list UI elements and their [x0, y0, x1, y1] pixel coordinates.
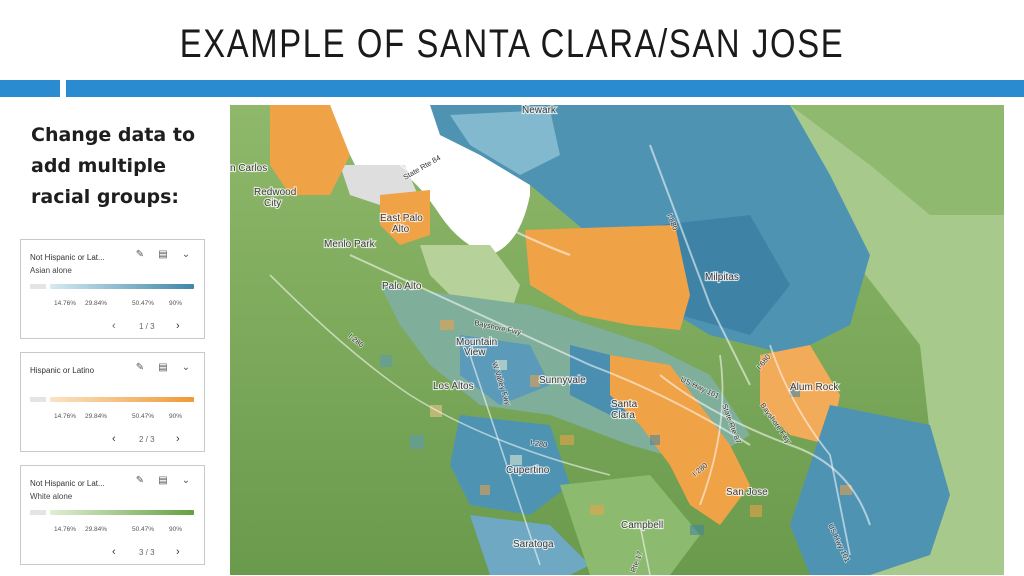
chevron-left-icon[interactable]: ‹ [112, 546, 116, 558]
region-hispanic-sanjose [610, 355, 750, 525]
ramp-gradient [50, 510, 194, 515]
legend-pager: ‹ 1 / 3 › [21, 320, 206, 334]
place-label: City [264, 198, 281, 209]
ramp-tick: 14.76% [54, 526, 77, 533]
color-ramp [30, 397, 194, 402]
region-white-baylands [420, 245, 520, 315]
chevron-right-icon[interactable]: › [176, 320, 180, 332]
place-label: Sunnyvale [539, 375, 586, 386]
pencil-icon[interactable]: ✎ [135, 475, 145, 486]
place-label: Alto [392, 224, 410, 235]
legend-card-hispanic: Hispanic or Latino ✎ ▤ ⌄ 14.76% 29.84% 5… [20, 352, 205, 452]
color-ramp [30, 510, 194, 515]
region-hispanic-central [525, 225, 690, 330]
accent-bar-right [66, 80, 1024, 97]
place-label: Palo Alto [382, 281, 422, 292]
legend-variable-label: Hispanic or Latino [30, 366, 95, 375]
legend-toolbar: ✎ ▤ ⌄ [134, 475, 192, 486]
place-label: Los Altos [433, 381, 474, 392]
ramp-tick: 50.47% [132, 526, 155, 533]
ramp-null-swatch [30, 284, 46, 289]
ramp-tick: 29.84% [85, 526, 108, 533]
chevrons-down-icon[interactable]: ⌄ [181, 475, 191, 486]
legend-pager: ‹ 2 / 3 › [21, 433, 206, 447]
place-label: Saratoga [513, 539, 554, 550]
chevron-right-icon[interactable]: › [176, 546, 180, 558]
page-indicator: 3 / 3 [139, 548, 155, 557]
slide-title: EXAMPLE OF SANTA CLARA/SAN JOSE [179, 22, 845, 66]
place-label: Newark [522, 105, 557, 116]
columns-icon[interactable]: ▤ [158, 249, 168, 260]
legend-card-asian: Not Hispanic or Lat... Asian alone ✎ ▤ ⌄… [20, 239, 205, 339]
ramp-tick: 14.76% [54, 413, 77, 420]
place-label: View [464, 347, 486, 358]
choropleth-map[interactable]: Newark n Carlos Redwood City East Palo A… [230, 105, 1004, 575]
chevron-left-icon[interactable]: ‹ [112, 320, 116, 332]
ramp-tick: 50.47% [132, 413, 155, 420]
region-hispanic-epa [380, 190, 430, 245]
place-label: Menlo Park [324, 239, 376, 250]
legend-card-white: Not Hispanic or Lat... White alone ✎ ▤ ⌄… [20, 465, 205, 565]
place-label: San Jose [726, 487, 768, 498]
ramp-tick: 50.47% [132, 300, 155, 307]
chevron-right-icon[interactable]: › [176, 433, 180, 445]
chevrons-down-icon[interactable]: ⌄ [181, 249, 191, 260]
color-ramp [30, 284, 194, 289]
terrain-ne-hills [790, 105, 1004, 215]
page-indicator: 2 / 3 [139, 435, 155, 444]
region-asian-light [450, 110, 560, 175]
place-label: Milpitas [705, 272, 739, 283]
legend-variable-label: Not Hispanic or Lat... [30, 479, 105, 488]
page-indicator: 1 / 3 [139, 322, 155, 331]
instruction-line: Change data to [31, 124, 195, 146]
place-label: n Carlos [230, 163, 267, 174]
chevron-left-icon[interactable]: ‹ [112, 433, 116, 445]
place-label: Cupertino [506, 465, 550, 476]
ramp-tick: 14.76% [54, 300, 77, 307]
legend-variable-label: Not Hispanic or Lat... [30, 253, 105, 262]
pencil-icon[interactable]: ✎ [135, 362, 145, 373]
roads [269, 144, 871, 575]
place-label: Mountain [456, 337, 497, 348]
region-hispanic-redwood [270, 105, 350, 195]
map-canvas[interactable]: Newark n Carlos Redwood City East Palo A… [230, 105, 1004, 575]
ramp-tick: 90% [169, 526, 183, 533]
columns-icon[interactable]: ▤ [158, 362, 168, 373]
region-asian-eastsj [790, 405, 950, 575]
region-white-campbell [560, 475, 700, 575]
ramp-null-swatch [30, 510, 46, 515]
ramp-null-swatch [30, 397, 46, 402]
legend-toolbar: ✎ ▤ ⌄ [134, 249, 192, 260]
region-asian-dark [660, 215, 790, 335]
legend-toolbar: ✎ ▤ ⌄ [134, 362, 192, 373]
ramp-tick: 90% [169, 300, 183, 307]
columns-icon[interactable]: ▤ [158, 475, 168, 486]
place-label: Redwood [254, 187, 296, 198]
region-asian-saratoga [470, 515, 590, 575]
ramp-tick: 90% [169, 413, 183, 420]
place-label: Alum Rock [790, 382, 839, 393]
instruction-text: Change data to add multiple racial group… [31, 120, 211, 213]
accent-bar-left [0, 80, 60, 97]
instruction-line: racial groups: [31, 186, 179, 208]
ramp-gradient [50, 284, 194, 289]
place-label: Clara [611, 410, 635, 421]
instruction-line: add multiple [31, 155, 167, 177]
place-label: Santa [611, 399, 638, 410]
chevrons-down-icon[interactable]: ⌄ [181, 362, 191, 373]
legend-variable-sublabel: Asian alone [30, 266, 72, 275]
ramp-tick: 29.84% [85, 300, 108, 307]
ramp-tick: 29.84% [85, 413, 108, 420]
pencil-icon[interactable]: ✎ [135, 249, 145, 260]
place-label: East Palo [380, 213, 423, 224]
place-label: Campbell [621, 520, 663, 531]
ramp-gradient [50, 397, 194, 402]
legend-variable-sublabel: White alone [30, 492, 73, 501]
road-label: I-280 [530, 438, 548, 449]
legend-pager: ‹ 3 / 3 › [21, 546, 206, 560]
